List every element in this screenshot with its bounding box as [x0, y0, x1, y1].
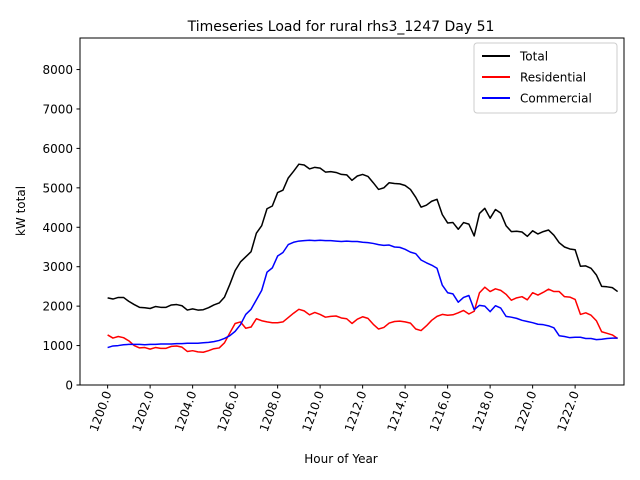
y-tick-label: 8000	[42, 63, 73, 77]
y-tick-label: 4000	[42, 221, 73, 235]
y-tick-label: 0	[65, 379, 73, 393]
x-axis-label: Hour of Year	[304, 452, 378, 466]
y-tick-label: 7000	[42, 102, 73, 116]
axes-frame	[79, 37, 625, 386]
y-tick-label: 1000	[42, 339, 73, 353]
legend-label-commercial: Commercial	[520, 92, 592, 106]
legend-label-total: Total	[519, 50, 548, 64]
series-line-total	[107, 163, 619, 311]
series-line-residential	[107, 286, 619, 354]
y-axis-label: kW total	[14, 186, 28, 236]
legend-label-residential: Residential	[520, 71, 586, 85]
y-tick-label: 5000	[42, 181, 73, 195]
legend-box	[473, 42, 618, 114]
y-tick-label: 2000	[42, 300, 73, 314]
y-tick-label: 3000	[42, 260, 73, 274]
y-tick-label: 6000	[42, 142, 73, 156]
legend: Total Residential Commercial	[473, 42, 618, 114]
chart-title: Timeseries Load for rural rhs3_1247 Day …	[187, 19, 495, 35]
series-line-commercial	[107, 239, 618, 349]
